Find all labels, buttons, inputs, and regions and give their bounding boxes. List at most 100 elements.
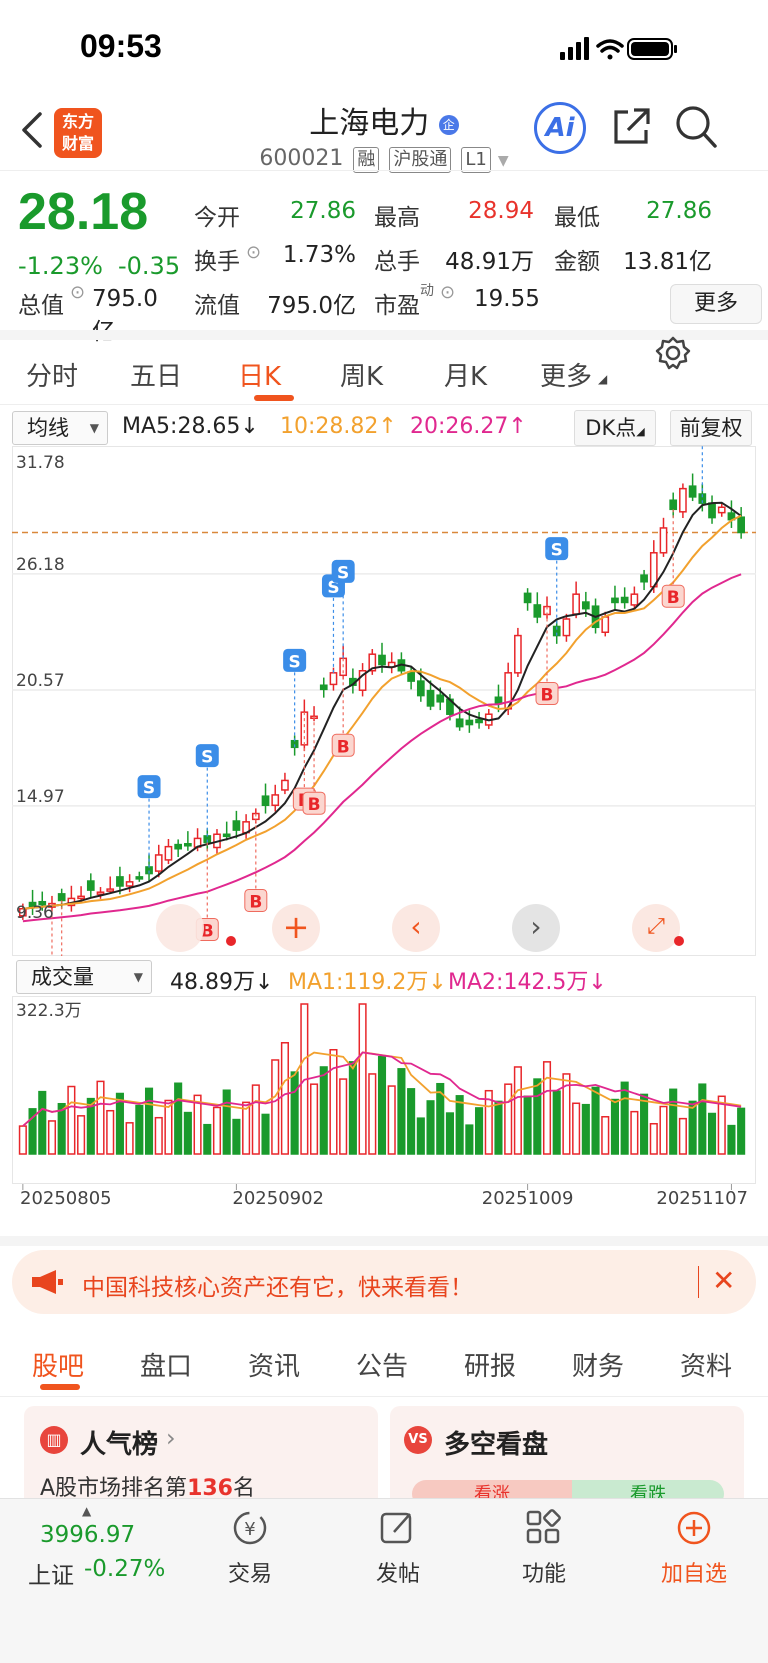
add-watchlist-icon[interactable] bbox=[674, 1508, 714, 1548]
value-pe: 19.55 bbox=[474, 286, 540, 312]
volume-current: 48.89万↓ bbox=[170, 970, 274, 995]
volume-bar bbox=[484, 1089, 493, 1155]
info-dots-icon[interactable]: ⊙ bbox=[70, 282, 86, 303]
volume-bar bbox=[436, 1082, 445, 1155]
chart-control-prev-icon[interactable] bbox=[156, 904, 204, 952]
subtab-profile[interactable]: 资料 bbox=[680, 1352, 733, 1382]
search-icon[interactable] bbox=[674, 104, 718, 150]
volume-bar bbox=[475, 1107, 484, 1155]
status-icons bbox=[560, 37, 677, 60]
label-amount: 金额 bbox=[554, 249, 600, 275]
nav-post[interactable]: 发帖 bbox=[375, 1562, 420, 1587]
candle-body bbox=[533, 604, 542, 618]
volume-bar bbox=[727, 1124, 736, 1155]
label-high: 最高 bbox=[374, 205, 420, 231]
tab-monthly-k[interactable]: 月K bbox=[444, 362, 488, 392]
grid-functions-icon[interactable] bbox=[524, 1508, 564, 1548]
candle-body bbox=[329, 672, 338, 686]
back-arrow-icon[interactable] bbox=[18, 110, 46, 150]
candle-body bbox=[174, 843, 183, 850]
y-tick-label: 26.18 bbox=[16, 555, 65, 575]
sell-signal-marker bbox=[331, 559, 355, 583]
candle-body bbox=[378, 654, 386, 666]
subtab-finance[interactable]: 财务 bbox=[572, 1352, 625, 1382]
volume-bar bbox=[18, 1125, 27, 1155]
settings-gear-icon[interactable] bbox=[654, 334, 692, 372]
volume-select[interactable]: 成交量 ▼ bbox=[16, 960, 152, 994]
more-stats-button[interactable]: 更多 bbox=[670, 284, 762, 324]
kline-chart[interactable]: BBSSBBSBBSSBSBSB 31.7826.1820.5714.979.3… bbox=[12, 446, 756, 956]
sell-signal-marker bbox=[195, 744, 219, 768]
candle-body bbox=[688, 485, 697, 498]
volume-bar bbox=[707, 1112, 717, 1155]
popularity-title: 人气榜 bbox=[80, 1430, 159, 1460]
volume-bar bbox=[669, 1088, 678, 1155]
volume-bar bbox=[57, 1102, 66, 1155]
candle-body bbox=[455, 718, 464, 728]
sell-signal-marker bbox=[283, 648, 307, 672]
volume-bar bbox=[154, 1116, 163, 1155]
candle-body bbox=[562, 618, 571, 637]
subtab-news[interactable]: 资讯 bbox=[248, 1352, 301, 1382]
trade-yen-icon[interactable]: ¥ bbox=[230, 1508, 274, 1548]
candle-body bbox=[232, 820, 241, 831]
subtab-research[interactable]: 研报 bbox=[464, 1352, 517, 1382]
nav-trade[interactable]: 交易 bbox=[227, 1562, 272, 1587]
subtab-announcements[interactable]: 公告 bbox=[356, 1352, 409, 1382]
adjust-button[interactable]: 前复权 bbox=[670, 410, 752, 446]
volume-bar bbox=[115, 1092, 124, 1155]
tab-intraday[interactable]: 分时 bbox=[26, 362, 79, 392]
subtab-pankou[interactable]: 盘口 bbox=[140, 1352, 193, 1382]
tab-daily-k[interactable]: 日K bbox=[238, 362, 282, 392]
index-name[interactable]: 上证 bbox=[28, 1563, 74, 1589]
volume-bar bbox=[640, 1093, 649, 1155]
candle-body bbox=[426, 689, 435, 707]
subtab-guba[interactable]: 股吧 bbox=[32, 1352, 85, 1382]
compose-post-icon[interactable] bbox=[378, 1508, 418, 1548]
candle-body bbox=[581, 601, 590, 610]
tab-weekly-k[interactable]: 周K bbox=[340, 362, 384, 392]
index-change: -0.27% bbox=[84, 1556, 166, 1582]
volume-bar bbox=[203, 1123, 212, 1155]
share-icon[interactable] bbox=[610, 106, 652, 148]
wifi-icon bbox=[596, 39, 624, 60]
volume-chart[interactable]: 322.3万 20250805 20250902 20251009 20251107 bbox=[12, 996, 756, 1236]
promo-banner[interactable] bbox=[12, 1250, 756, 1314]
tab-five-day[interactable]: 五日 bbox=[130, 362, 183, 392]
value-volume: 48.91万 bbox=[445, 249, 534, 275]
info-dots-icon[interactable]: ⊙ bbox=[246, 242, 262, 263]
chevron-left-icon[interactable]: ‹ bbox=[392, 904, 440, 952]
sell-signal-marker bbox=[137, 775, 161, 799]
zoom-in-icon[interactable]: + bbox=[272, 904, 320, 952]
volume-bar bbox=[513, 1066, 522, 1155]
volume-bar bbox=[261, 1113, 270, 1155]
signal-label: S bbox=[337, 563, 349, 583]
nav-add-watchlist[interactable]: 加自选 bbox=[660, 1562, 727, 1587]
ai-button[interactable]: Ai bbox=[534, 102, 586, 154]
y-tick-label: 20.57 bbox=[16, 671, 65, 691]
chevron-right-icon: › bbox=[166, 1424, 176, 1452]
info-dots-icon[interactable]: ⊙ bbox=[440, 282, 456, 303]
fullscreen-icon[interactable]: ⤢ bbox=[632, 904, 680, 952]
ma-select[interactable]: 均线 ▼ bbox=[12, 411, 108, 445]
chevron-right-icon[interactable]: › bbox=[512, 904, 560, 952]
label-turnover: 换手 bbox=[194, 249, 240, 275]
label-market-cap: 总值 bbox=[18, 293, 64, 319]
status-time: 09:53 bbox=[80, 28, 162, 64]
nav-functions[interactable]: 功能 bbox=[521, 1562, 566, 1587]
volume-bar bbox=[164, 1099, 173, 1155]
signal-label: B bbox=[308, 795, 321, 815]
volume-bar bbox=[96, 1080, 105, 1155]
candle-body bbox=[319, 684, 328, 691]
candle-body bbox=[164, 845, 173, 861]
candle-body bbox=[407, 671, 415, 682]
candle-body bbox=[116, 876, 124, 887]
brand-logo: 东方 财富 bbox=[54, 108, 102, 158]
volume-bar bbox=[610, 1098, 620, 1155]
tab-more[interactable]: 更多 bbox=[540, 362, 593, 392]
dk-point-button[interactable]: DK点◢ bbox=[574, 410, 656, 446]
candle-body bbox=[106, 888, 115, 892]
popularity-card[interactable] bbox=[24, 1406, 378, 1516]
close-banner-icon[interactable]: ✕ bbox=[712, 1264, 736, 1297]
